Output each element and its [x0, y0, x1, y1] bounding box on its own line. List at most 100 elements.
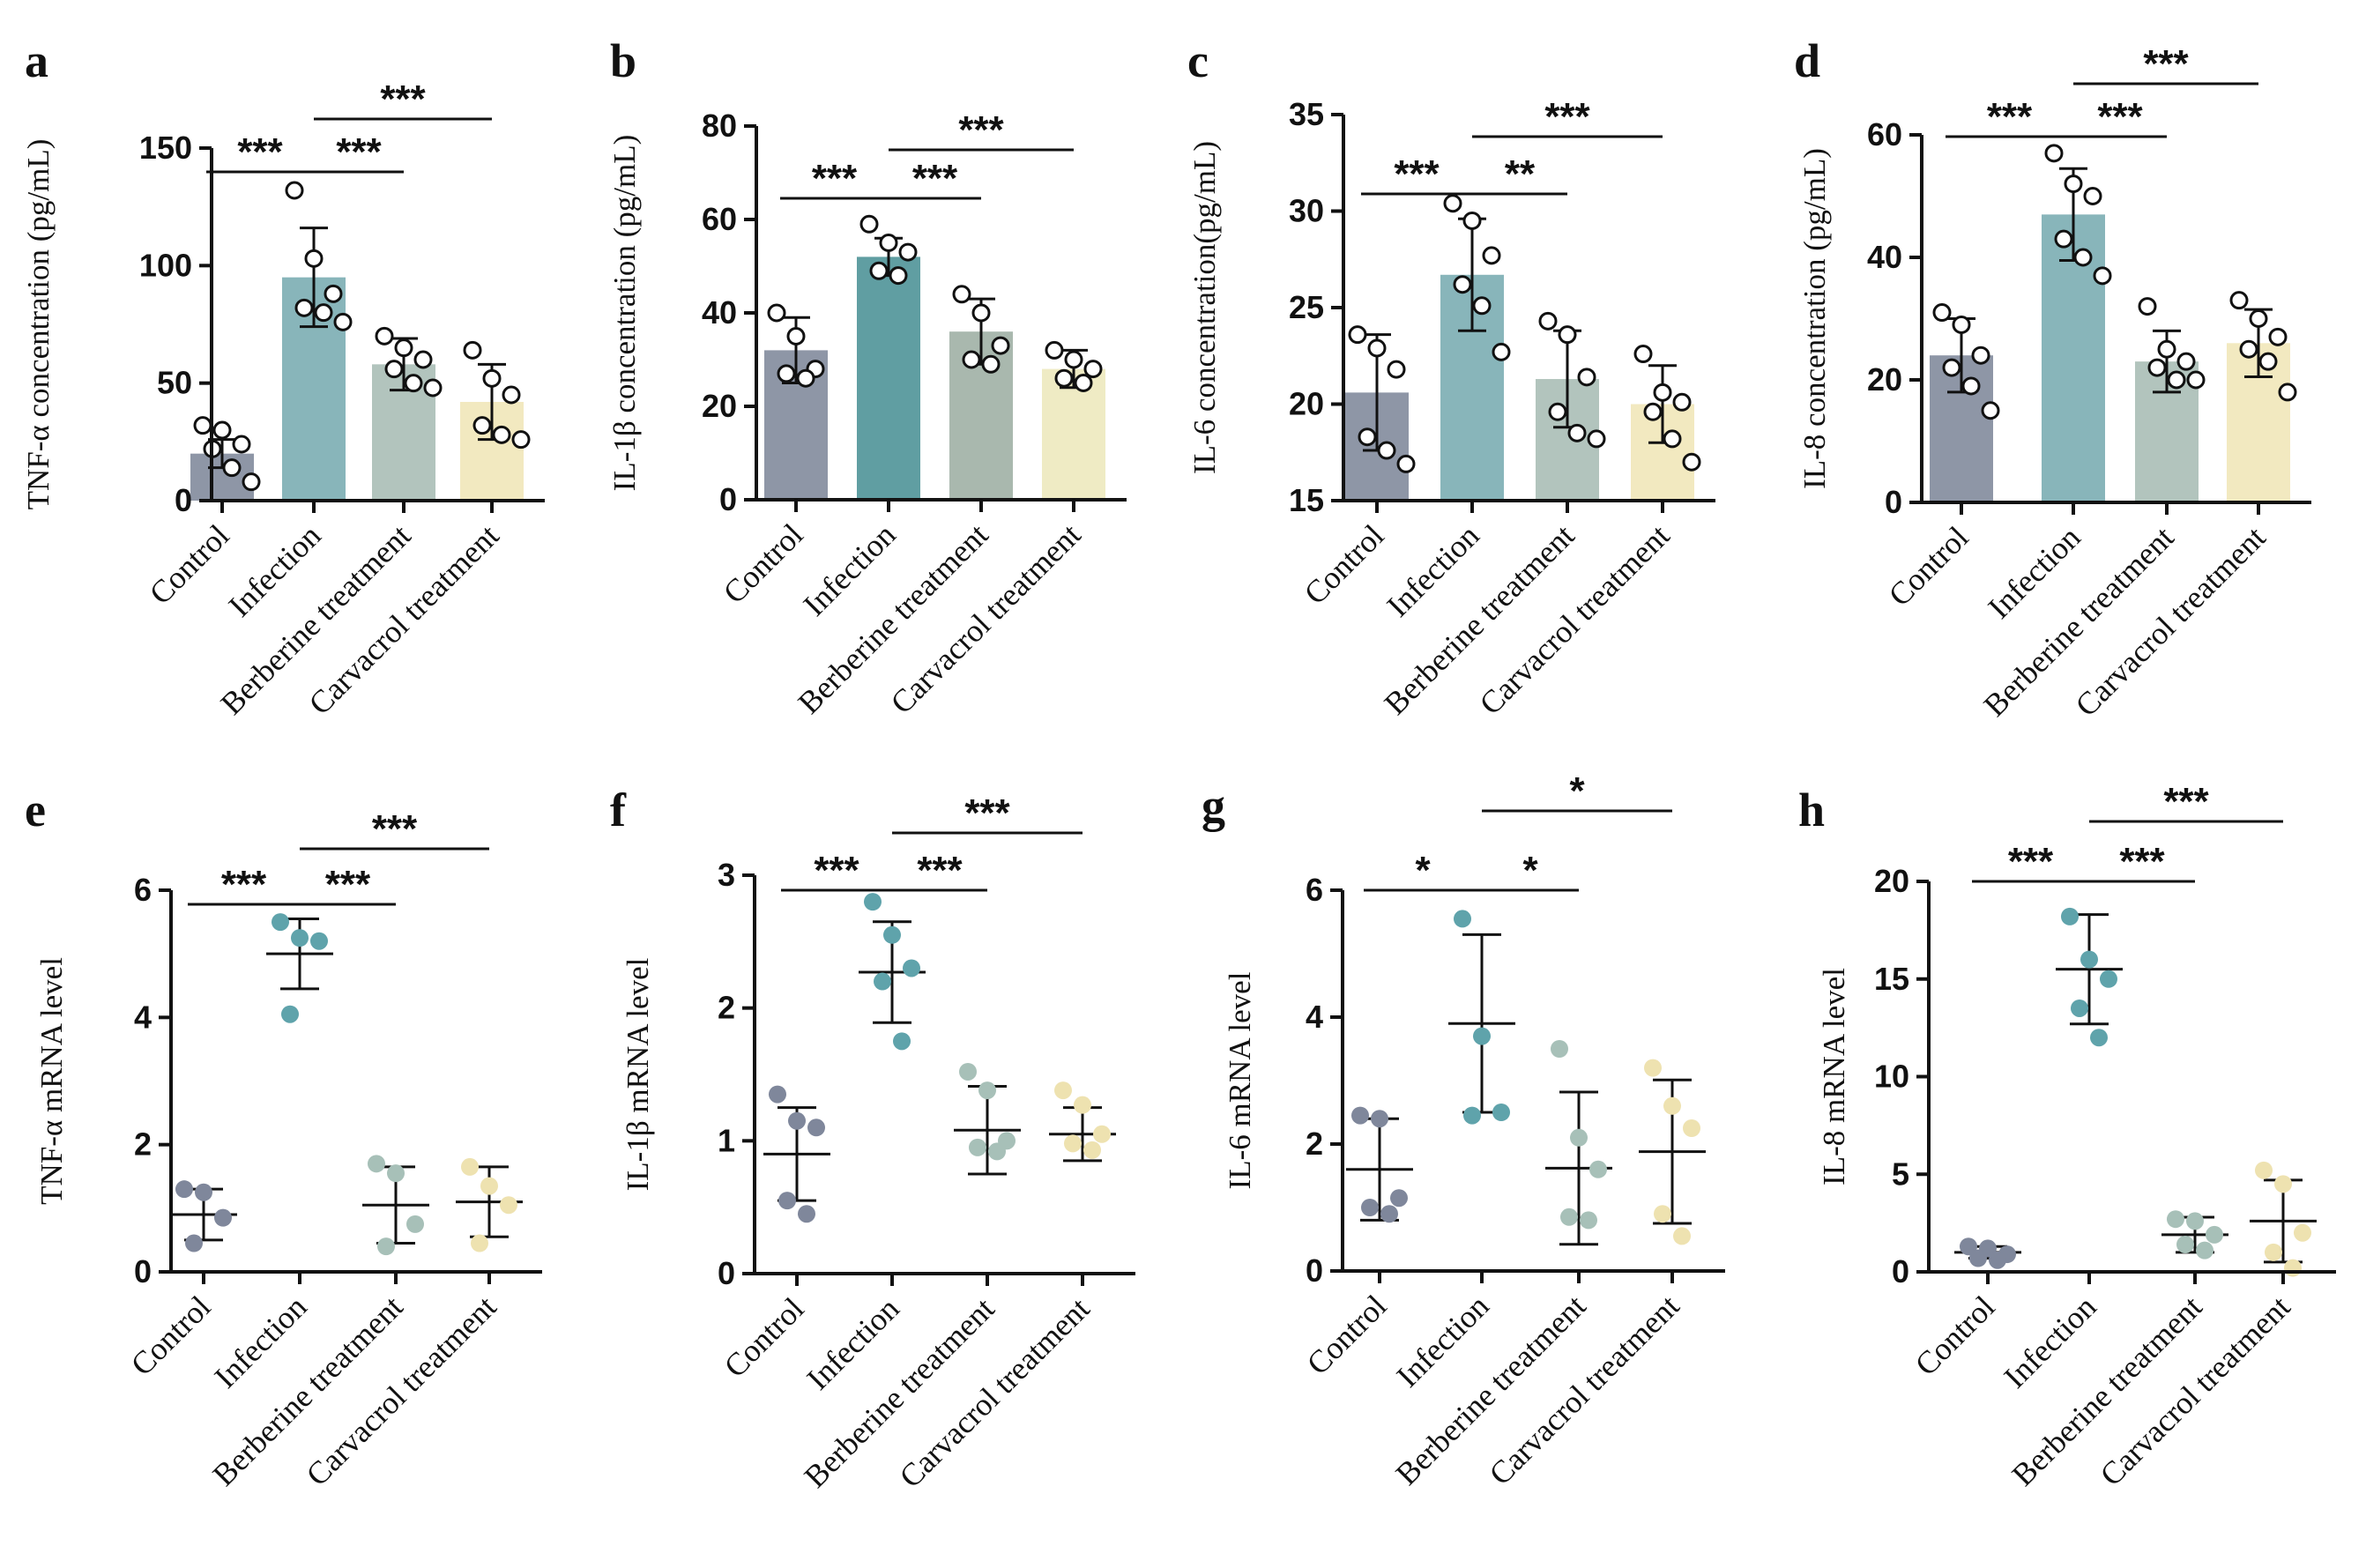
data-point-g-3-0 [1644, 1059, 1662, 1077]
data-point-f-1-3 [874, 972, 891, 991]
data-point-d-2-4 [2167, 370, 2186, 390]
data-point-b-1-4 [889, 266, 908, 286]
sig-label-a-1: *** [336, 130, 382, 174]
y-tick-label-f-3: 3 [718, 857, 735, 893]
y-axis-title-g: IL-6 mRNA level [1223, 971, 1257, 1189]
data-point-c-1-2 [1482, 246, 1501, 265]
category-label-a-0: Control [143, 517, 236, 611]
y-tick-label-e-3: 6 [134, 872, 152, 908]
sig-label-d-1: *** [2097, 95, 2143, 138]
data-point-a-2-2 [413, 350, 433, 369]
data-point-g-3-1 [1663, 1096, 1681, 1115]
data-point-a-0-1 [212, 420, 232, 440]
data-point-c-2-0 [1538, 311, 1558, 331]
data-point-a-3-1 [482, 368, 502, 388]
data-point-g-1-3 [1463, 1106, 1481, 1125]
data-point-d-3-2 [2268, 327, 2288, 346]
data-point-b-0-3 [777, 364, 796, 383]
data-point-c-3-4 [1663, 429, 1682, 449]
data-point-h-0-3 [1969, 1249, 1987, 1267]
data-point-f-0-3 [778, 1192, 796, 1210]
data-point-a-0-4 [222, 458, 242, 478]
data-point-h-2-2 [2206, 1225, 2223, 1244]
data-point-g-0-4 [1380, 1205, 1398, 1223]
data-point-c-1-0 [1443, 194, 1462, 213]
y-tick-label-a-0: 0 [175, 482, 192, 518]
sig-label-f-1: *** [917, 849, 963, 892]
data-point-f-1-0 [864, 893, 882, 911]
data-point-h-2-0 [2167, 1210, 2184, 1229]
data-point-c-2-4 [1567, 423, 1587, 442]
category-label-h-0: Control [1908, 1289, 2002, 1382]
data-point-a-3-5 [511, 430, 531, 450]
data-point-b-1-2 [898, 242, 918, 262]
data-point-b-2-1 [971, 303, 991, 323]
data-point-d-3-3 [2239, 339, 2258, 359]
data-point-b-2-3 [962, 350, 981, 369]
y-tick-label-d-3: 60 [1867, 116, 1902, 152]
data-point-b-3-1 [1064, 350, 1083, 369]
y-tick-label-g-0: 0 [1306, 1252, 1323, 1289]
sig-label-d-2: *** [2143, 42, 2189, 85]
data-point-b-3-0 [1045, 340, 1064, 360]
sig-label-g-2: * [1569, 769, 1585, 813]
data-point-d-3-4 [2258, 352, 2278, 371]
data-point-a-2-0 [375, 326, 394, 346]
data-point-d-0-4 [1961, 376, 1981, 396]
y-tick-label-c-2: 25 [1289, 289, 1324, 325]
data-point-f-2-0 [959, 1062, 977, 1081]
category-label-f-0: Control [718, 1290, 811, 1384]
data-point-f-0-0 [769, 1085, 786, 1104]
data-point-e-3-1 [480, 1177, 498, 1195]
y-axis-title-c: IL-6 concentration(pg/mL) [1187, 141, 1222, 474]
category-label-e-0: Control [124, 1289, 218, 1382]
data-point-d-1-2 [2083, 187, 2102, 205]
y-tick-label-h-0: 0 [1892, 1253, 1909, 1289]
data-point-d-2-3 [2147, 358, 2167, 377]
data-point-f-3-3 [1064, 1134, 1082, 1153]
y-axis-title-h: IL-8 mRNA level [1817, 968, 1851, 1185]
y-tick-label-f-1: 1 [718, 1122, 735, 1158]
data-point-a-0-0 [193, 416, 212, 435]
panel-label-g: g [1202, 779, 1225, 832]
data-point-h-1-1 [2080, 950, 2098, 969]
sig-label-b-1: *** [912, 157, 958, 200]
sig-label-g-1: * [1522, 849, 1538, 892]
y-tick-label-b-0: 0 [719, 481, 737, 517]
y-tick-label-c-3: 30 [1289, 193, 1324, 229]
data-point-c-2-3 [1548, 402, 1567, 421]
y-tick-label-b-4: 80 [702, 108, 737, 144]
data-point-h-3-0 [2255, 1161, 2273, 1179]
data-point-f-3-4 [1083, 1141, 1101, 1159]
data-point-f-1-1 [883, 925, 901, 944]
y-tick-label-a-3: 150 [139, 130, 192, 166]
data-point-g-0-3 [1361, 1199, 1379, 1216]
sig-label-d-0: *** [1987, 95, 2033, 138]
data-point-h-2-4 [2196, 1241, 2213, 1260]
sig-label-h-0: *** [2008, 840, 2054, 883]
data-point-b-3-3 [1054, 368, 1074, 388]
data-point-d-1-3 [2054, 229, 2073, 249]
data-point-a-1-5 [333, 312, 353, 331]
data-point-e-2-1 [387, 1164, 405, 1183]
data-point-h-1-3 [2071, 999, 2088, 1017]
data-point-b-2-0 [952, 285, 971, 304]
data-point-d-2-0 [2138, 297, 2157, 316]
y-tick-label-h-4: 20 [1874, 863, 1909, 899]
bar-b-3 [1042, 368, 1105, 500]
bar-d-1 [2042, 214, 2105, 502]
sig-label-e-1: *** [325, 863, 371, 906]
data-point-a-0-2 [232, 435, 251, 454]
data-point-d-0-2 [1971, 346, 1990, 365]
y-tick-label-h-3: 15 [1874, 961, 1909, 997]
data-point-g-1-1 [1473, 1027, 1491, 1045]
y-tick-label-h-1: 5 [1892, 1156, 1909, 1192]
data-point-e-1-0 [272, 913, 289, 932]
